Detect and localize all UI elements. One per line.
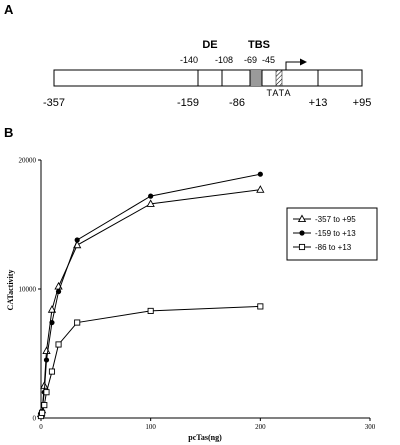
pos-label-86: -86 [229,97,245,109]
legend-label: -86 to +13 [315,243,352,252]
legend-marker [297,214,307,223]
pos-label-45: -45 [262,55,275,65]
panel-a-label: A [4,2,14,17]
pos-label-108: -108 [215,55,233,65]
legend-marker [298,243,306,251]
data-point [48,368,56,375]
data-point [55,341,62,348]
x-tick-label: 100 [145,423,156,431]
data-point [55,288,62,295]
y-axis-label: CATactivity [6,270,15,311]
pos-label-13: +13 [309,97,328,109]
pos-label-357: -357 [43,97,65,109]
pos-label-140: -140 [180,55,198,65]
tata-box [275,69,283,87]
promoter-bar [53,69,363,87]
y-tick-label: 20000 [19,157,37,165]
x-axis-label: pcTas(ng) [188,433,222,442]
data-point [147,307,154,314]
data-point [146,199,155,207]
x-tick-label: 200 [255,423,266,431]
data-point [43,389,50,396]
region-de-label: DE [202,39,217,51]
data-point [256,185,265,193]
series-line-2 [40,173,261,415]
arrow-head-icon [300,58,307,66]
legend: -357 to +95 -159 to +13 -86 to +13 [286,207,378,261]
panel-b-label: B [4,125,13,140]
cat-activity-chart: 0 100 200 300 0 10000 20000 pcTas(ng) CATactiv… [6,157,378,442]
series-group [36,171,265,420]
series-line-3 [40,305,261,417]
y-tick-label: 0 [33,415,37,423]
data-point [43,357,50,363]
legend-label: -357 to +95 [315,215,356,224]
region-tbs-label: TBS [248,39,270,51]
y-tick-label: 10000 [19,286,37,294]
pos-label-159: -159 [177,97,199,109]
legend-label: -159 to +13 [315,229,356,238]
data-point [257,171,263,177]
x-tick-label: 0 [39,423,43,431]
pos-label-69: -69 [244,55,257,65]
data-point [39,409,46,416]
data-point [257,303,264,310]
tata-label: TATA [267,88,292,98]
data-point [42,346,51,354]
series-line-1 [40,189,261,415]
x-tick-label: 300 [365,423,376,431]
tbs-box [250,70,262,86]
data-point [74,237,80,243]
transcription-start-arrow [285,61,300,70]
data-point [47,305,57,313]
data-point [74,319,81,326]
promoter-map: DE TBS -140 -108 -69 -45 TATA -357 -159 … [43,39,371,109]
pos-label-95: +95 [353,97,372,109]
data-point [148,193,154,199]
data-point [49,319,55,326]
data-point [41,402,48,409]
legend-marker [299,230,305,236]
